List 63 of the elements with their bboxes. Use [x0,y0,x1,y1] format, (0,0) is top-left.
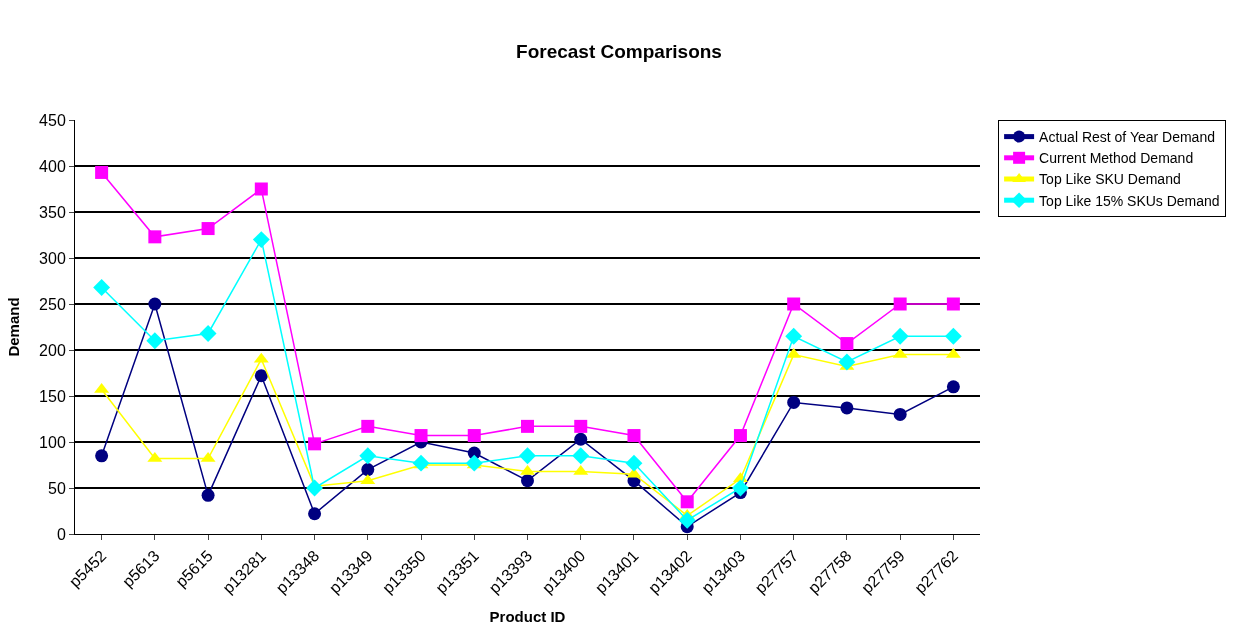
y-tick-label: 50 [48,479,66,497]
point [254,182,268,196]
y-axis-title: Demand [5,297,23,357]
point [840,401,854,415]
y-tick-label: 350 [39,203,66,221]
y-tick-label: 100 [39,433,66,451]
point [146,332,164,350]
point [201,488,215,502]
point [148,230,162,244]
point [944,327,962,345]
y-tick-label: 400 [39,157,66,175]
y-tick-label: 200 [39,341,66,359]
point [680,495,694,509]
point [946,380,960,394]
y-tick-label: 450 [39,111,66,129]
point [891,327,909,345]
point [254,369,268,383]
point [414,429,428,443]
y-tick-label: 150 [39,387,66,405]
point [625,454,643,472]
point [519,447,536,465]
point [572,447,590,465]
point [893,297,907,311]
point [574,419,588,433]
point [840,337,854,351]
point [361,419,375,433]
point [787,297,801,311]
point [199,324,217,342]
chart-title: Forecast Comparisons [516,40,722,62]
point [306,479,324,497]
y-tick-label: 0 [56,525,66,543]
point [521,474,534,488]
y-tick-label: 300 [39,249,66,267]
point [467,429,481,443]
point [574,432,588,446]
point [678,511,696,529]
point [95,449,109,463]
point [95,165,109,179]
point [731,479,749,497]
point [359,447,377,465]
point [93,278,111,296]
point [785,327,803,345]
legend-label: Top Like SKU Demand [1039,171,1181,188]
point [308,507,322,521]
point [361,463,375,477]
y-tick-label: 250 [39,295,66,313]
point [465,454,483,472]
point [148,297,162,311]
point [787,395,801,409]
point [308,437,322,451]
point [838,353,856,371]
point [412,454,430,472]
legend-label: Top Like 15% SKUs Demand [1039,192,1220,209]
point [733,429,747,443]
point [521,419,534,433]
point [252,231,270,249]
point [201,222,215,236]
legend-label: Actual Rest of Year Demand [1039,129,1215,146]
x-axis-title: Product ID [489,607,566,625]
legend-label: Current Method Demand [1039,150,1194,167]
point [946,297,960,311]
point [893,407,907,421]
point [627,429,641,443]
